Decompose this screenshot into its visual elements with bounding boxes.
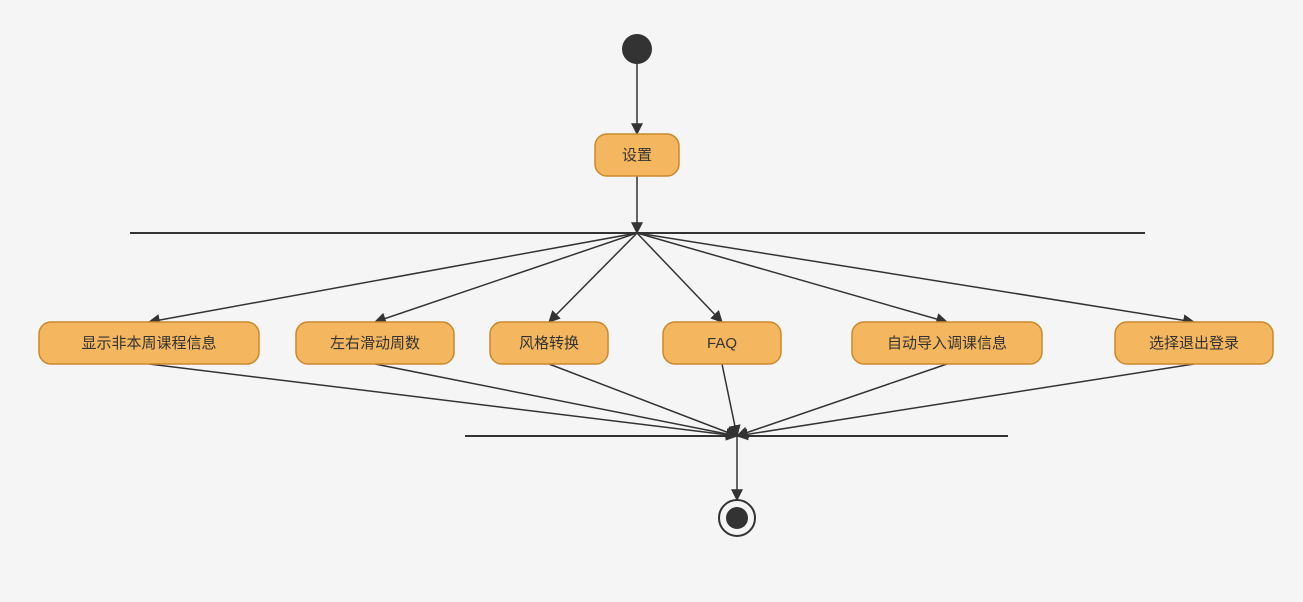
activity-diagram: 设置显示非本周课程信息 左右滑动周数 风格转换 FAQ 自动导入调课信息 选择退出登录 bbox=[0, 0, 1303, 602]
edge-act5-to-join bbox=[737, 364, 947, 436]
end-node-inner bbox=[726, 507, 748, 529]
activity-label-1: 显示非本周课程信息 bbox=[81, 335, 216, 352]
edge-fork-to-act4 bbox=[637, 233, 722, 322]
activity-label-5: 自动导入调课信息 bbox=[887, 335, 1007, 352]
settings-label: 设置 bbox=[622, 147, 652, 164]
edge-act4-to-join bbox=[722, 364, 737, 436]
edge-fork-to-act2 bbox=[375, 233, 637, 322]
activity-label-3: 风格转换 bbox=[519, 335, 579, 352]
edge-act2-to-join bbox=[375, 364, 737, 436]
edge-fork-to-act1 bbox=[149, 233, 637, 322]
activity-label-2: 左右滑动周数 bbox=[330, 335, 420, 352]
activity-label-4: FAQ bbox=[707, 335, 737, 352]
start-node bbox=[622, 34, 652, 64]
edge-act6-to-join bbox=[737, 364, 1194, 436]
activity-label-6: 选择退出登录 bbox=[1149, 335, 1239, 352]
edge-fork-to-act5 bbox=[637, 233, 947, 322]
edge-act1-to-join bbox=[149, 364, 737, 436]
edge-fork-to-act6 bbox=[637, 233, 1194, 322]
